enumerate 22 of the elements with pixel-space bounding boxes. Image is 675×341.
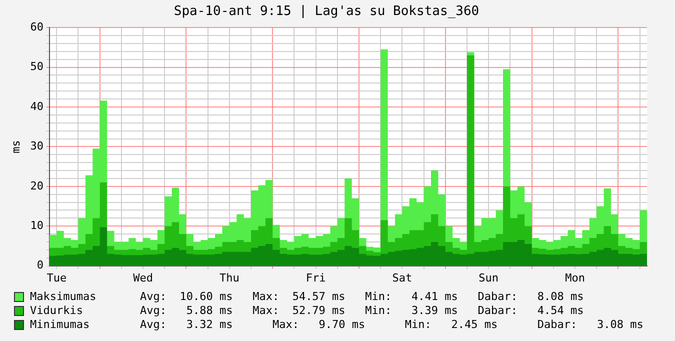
text: Avg: 3.32 ms Max: 9.70 ms Min: 2.45 ms Dabar: 3.08 ms — [140, 318, 644, 332]
x-tick-label: Wed — [133, 271, 153, 284]
legend-label: Maksimumas — [30, 290, 98, 304]
y-axis-title: ms — [9, 140, 22, 154]
text: Avg: 5.88 ms Max: 52.79 ms Min: 3.39 ms Dabar: 4.54 ms — [140, 304, 584, 318]
legend-label: Vidurkis — [30, 304, 84, 318]
y-tick-label: 50 — [30, 60, 44, 74]
legend-label: Minimumas — [30, 318, 91, 332]
x-tick-label: Tue — [46, 271, 67, 284]
y-tick-label: 10 — [30, 218, 44, 232]
x-tick-label: Thu — [219, 271, 240, 284]
y-tick-label: 20 — [30, 179, 44, 192]
chart-title: Spa-10-ant 9:15 | Lag'as su Bokstas_360 — [174, 4, 480, 20]
y-tick-label: 60 — [30, 20, 44, 34]
x-tick-label: Sun — [478, 271, 499, 284]
x-tick-label: Mon — [565, 271, 585, 284]
y-tick-label: 0 — [36, 258, 44, 272]
x-tick-label: Sat — [392, 271, 412, 284]
text: Avg: 10.60 ms Max: 54.57 ms Min: 4.41 ms Dabar: 8.08 ms — [140, 290, 584, 304]
x-tick-label: Fri — [306, 271, 326, 284]
y-tick-label: 40 — [30, 100, 44, 113]
y-tick-label: 30 — [30, 140, 44, 153]
